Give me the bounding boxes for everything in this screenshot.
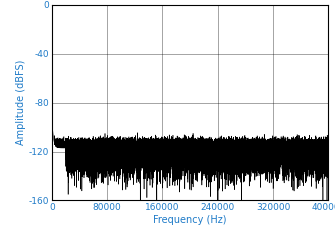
X-axis label: Frequency (Hz): Frequency (Hz) bbox=[153, 215, 227, 225]
Y-axis label: Amplitude (dBFS): Amplitude (dBFS) bbox=[16, 60, 26, 145]
